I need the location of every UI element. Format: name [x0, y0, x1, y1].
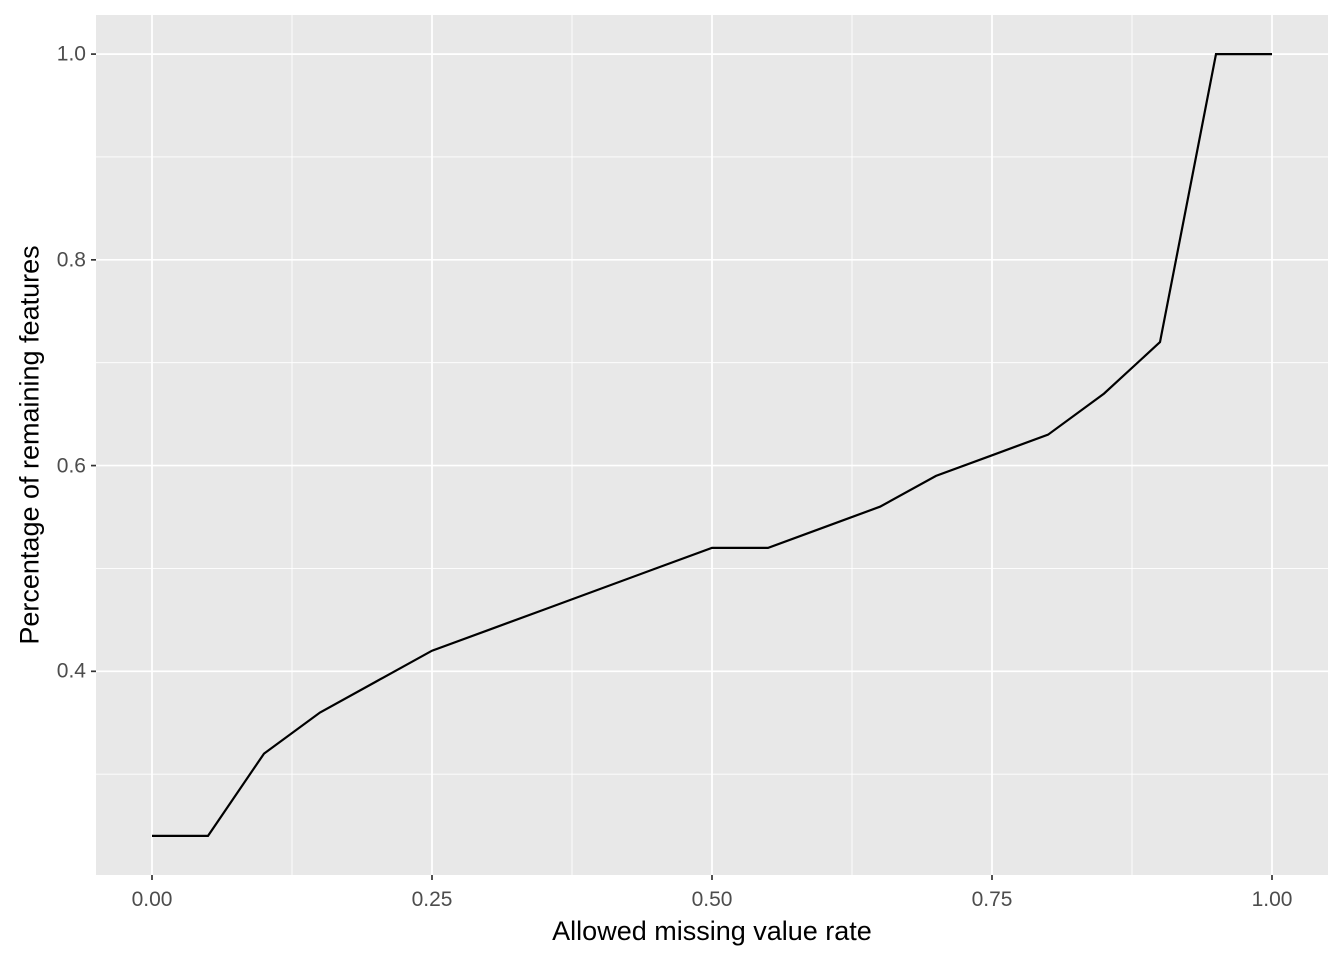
y-axis-title: Percentage of remaining features: [14, 245, 45, 645]
y-tick-label: 0.8: [56, 248, 86, 272]
x-tick-label: 0.75: [971, 888, 1013, 911]
y-tick-label: 0.4: [56, 659, 86, 683]
x-axis-title: Allowed missing value rate: [552, 916, 872, 946]
y-tick-label: 0.6: [56, 454, 86, 478]
series-line: [152, 52, 1272, 838]
x-tick-label: 0.00: [131, 888, 173, 911]
y-tick-label: 1.0: [56, 42, 86, 66]
x-tick-label: 0.50: [691, 888, 733, 911]
x-tick-label: 0.25: [411, 888, 453, 911]
x-tick-label: 1.00: [1251, 888, 1293, 911]
